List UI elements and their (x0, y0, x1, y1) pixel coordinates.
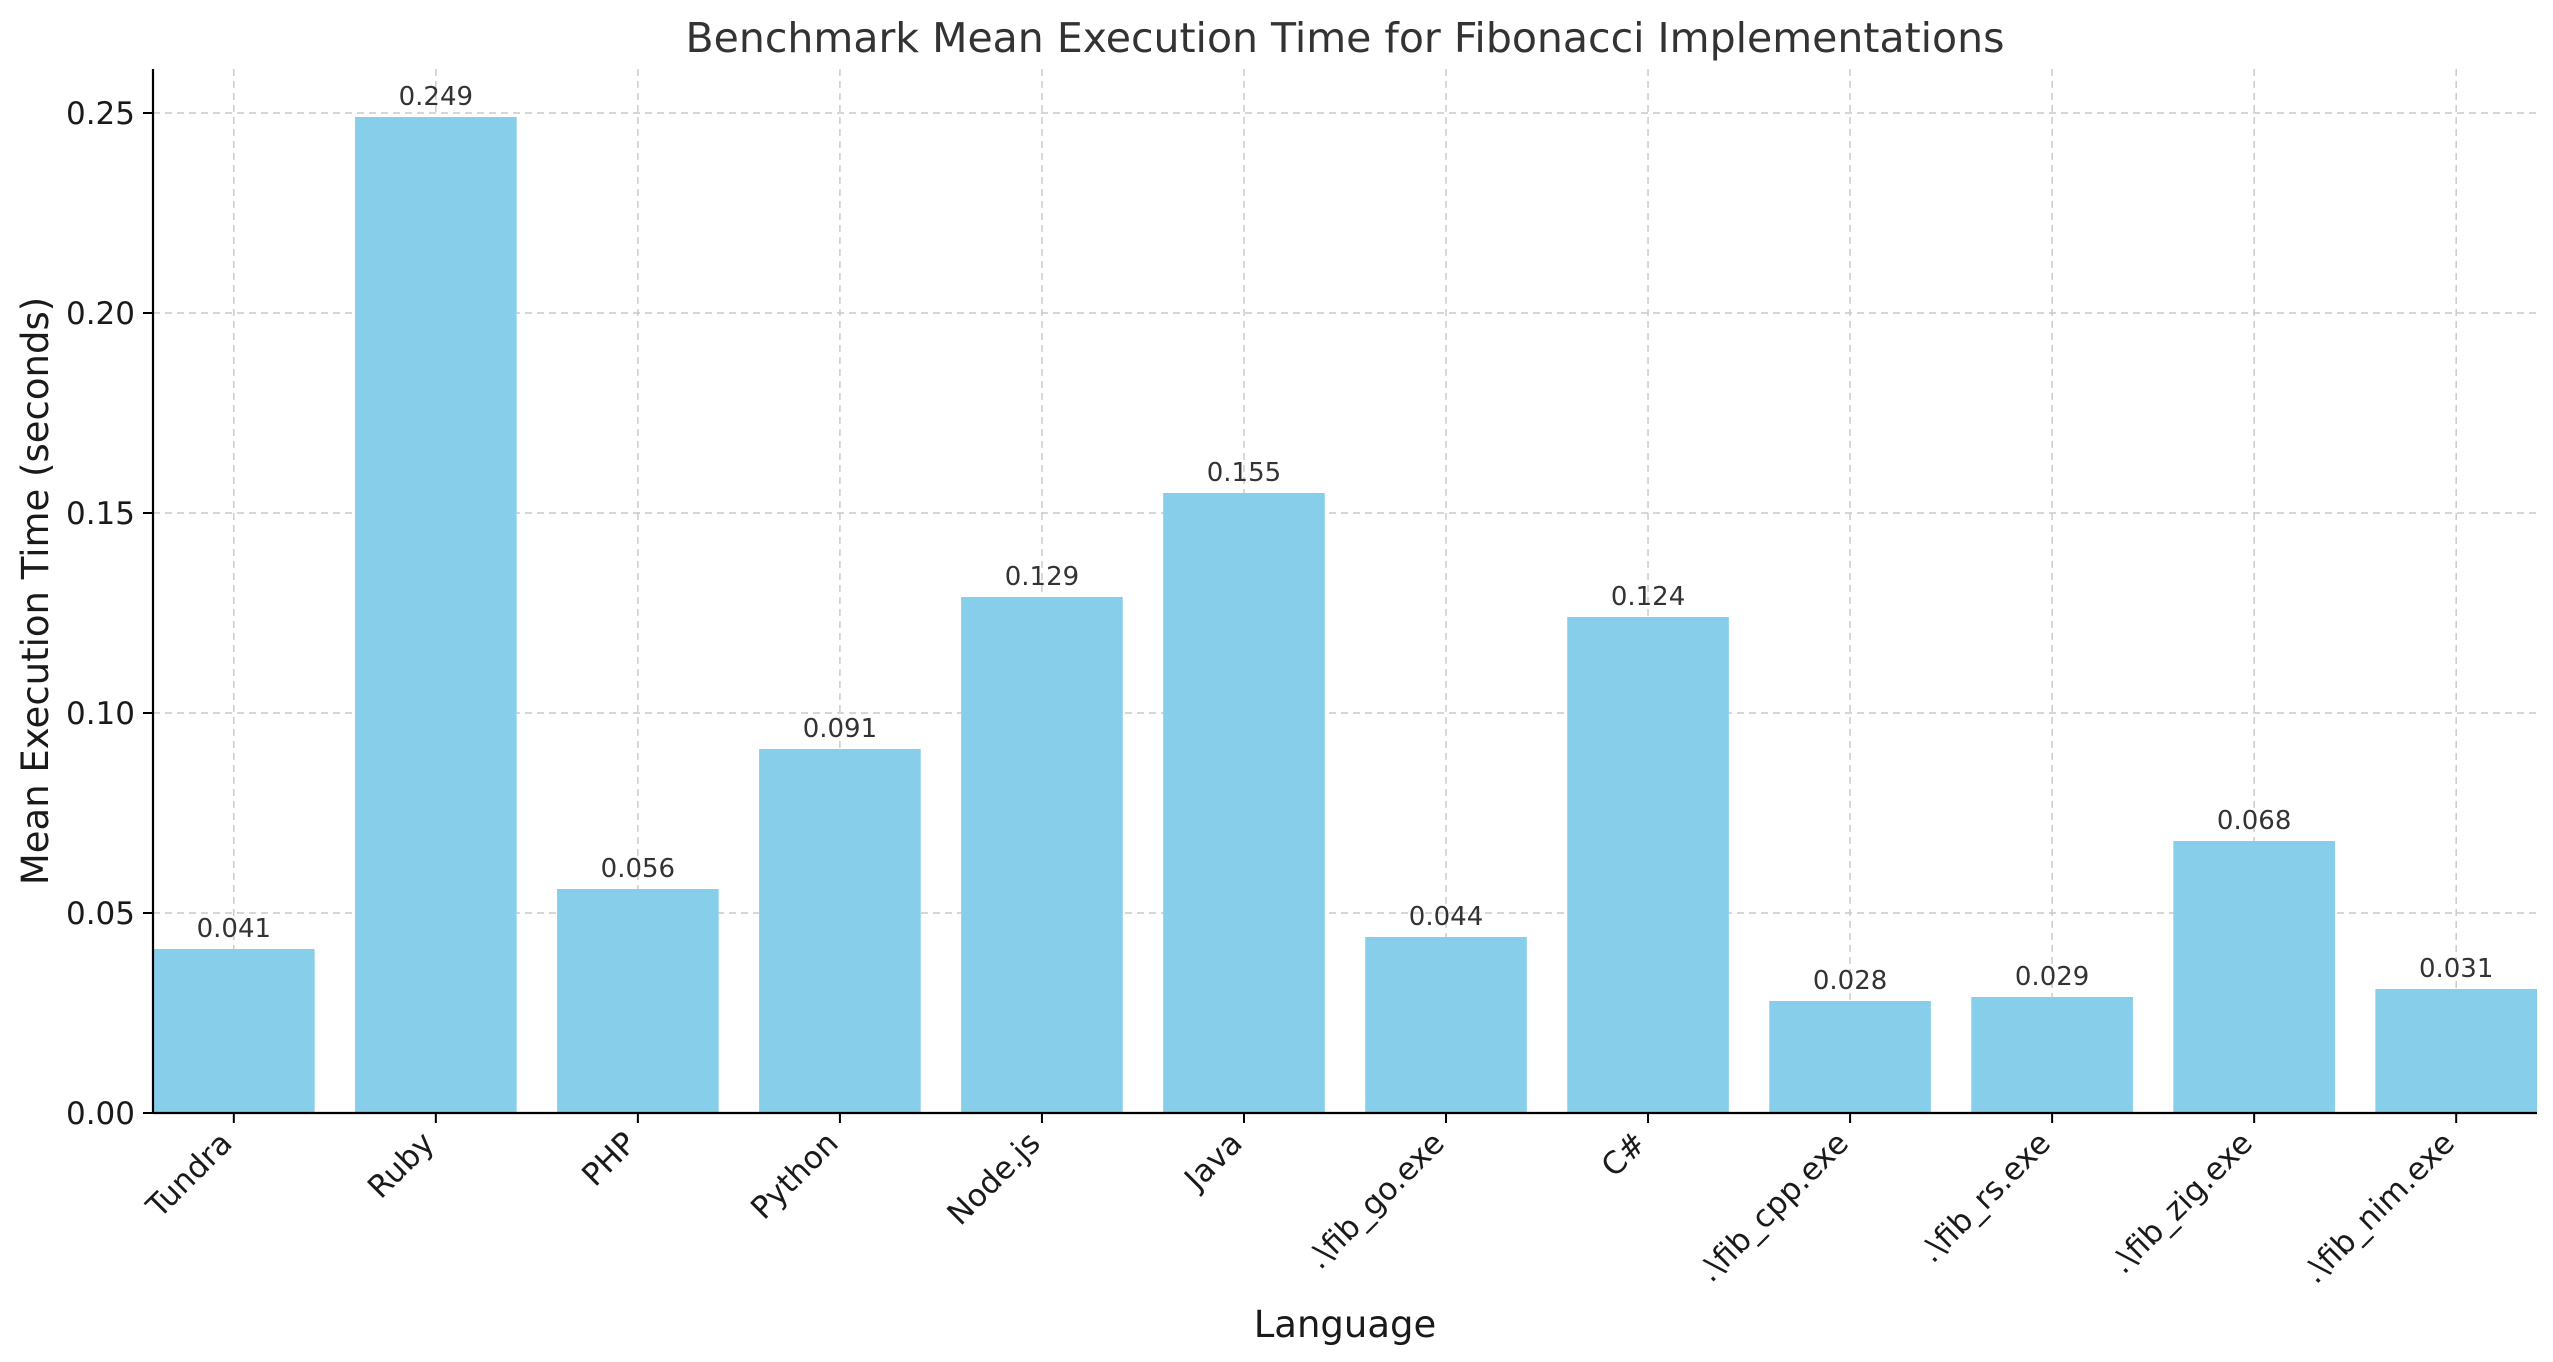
x-tick-label: .\fib_nim.exe (2296, 1125, 2462, 1291)
bar (153, 949, 315, 1113)
bar (2375, 989, 2537, 1113)
bar (1163, 493, 1325, 1113)
y-tick-label: 0.05 (66, 896, 135, 932)
x-tick-label: .\fib_rs.exe (1913, 1125, 2058, 1270)
y-axis-label: Mean Execution Time (seconds) (14, 297, 57, 885)
bar-value-label: 0.155 (1207, 458, 1281, 488)
bar (961, 597, 1123, 1113)
x-tick-label: C# (1595, 1125, 1654, 1184)
x-ticks: Tundra Ruby PHP Python Node.js Java .\fib_go.e… (139, 1113, 2462, 1291)
x-tick-label: .\fib_zig.exe (2104, 1125, 2260, 1281)
bar (355, 117, 517, 1113)
bar-value-label: 0.056 (601, 854, 675, 884)
bar-value-label: 0.029 (2015, 962, 2089, 992)
value-labels: 0.041 0.249 0.056 0.091 0.129 0.155 0.044 0.124… (197, 82, 2494, 996)
x-tick-label: .\fib_cpp.exe (1692, 1125, 1856, 1289)
x-tick-label: .\fib_go.exe (1300, 1125, 1451, 1276)
bar (2173, 841, 2335, 1113)
y-tick-label: 0.00 (66, 1096, 135, 1132)
bar (1567, 617, 1729, 1113)
bar-value-label: 0.129 (1005, 562, 1079, 592)
bar (1365, 937, 1527, 1113)
bar-value-label: 0.041 (197, 914, 271, 944)
y-tick-label: 0.15 (66, 496, 135, 532)
x-tick-label: Python (744, 1125, 845, 1226)
axes (151, 69, 2537, 1115)
x-tick-label: Ruby (361, 1125, 441, 1205)
bar (1769, 1001, 1931, 1113)
bar-value-label: 0.124 (1611, 582, 1685, 612)
chart-title: Benchmark Mean Execution Time for Fibona… (686, 14, 2005, 62)
x-tick-label: Java (1176, 1125, 1249, 1198)
bar-value-label: 0.028 (1813, 966, 1887, 996)
x-tick-label: Tundra (139, 1125, 239, 1225)
bar-value-label: 0.249 (399, 82, 473, 112)
y-tick-label: 0.10 (66, 696, 135, 732)
bar (1971, 997, 2133, 1113)
bars (153, 117, 2537, 1113)
bar-value-label: 0.091 (803, 714, 877, 744)
bar-value-label: 0.031 (2419, 954, 2493, 984)
y-tick-label: 0.20 (66, 296, 135, 332)
bar-value-label: 0.044 (1409, 902, 1483, 932)
x-tick-label: PHP (575, 1125, 643, 1193)
bar-value-label: 0.068 (2217, 806, 2291, 836)
bar (759, 749, 921, 1113)
y-tick-label: 0.25 (66, 96, 135, 132)
x-tick-label: Node.js (940, 1125, 1047, 1232)
x-axis-label: Language (1254, 1303, 1437, 1346)
bar (557, 889, 719, 1113)
y-ticks: 0.00 0.05 0.10 0.15 0.20 0.25 (66, 96, 153, 1132)
